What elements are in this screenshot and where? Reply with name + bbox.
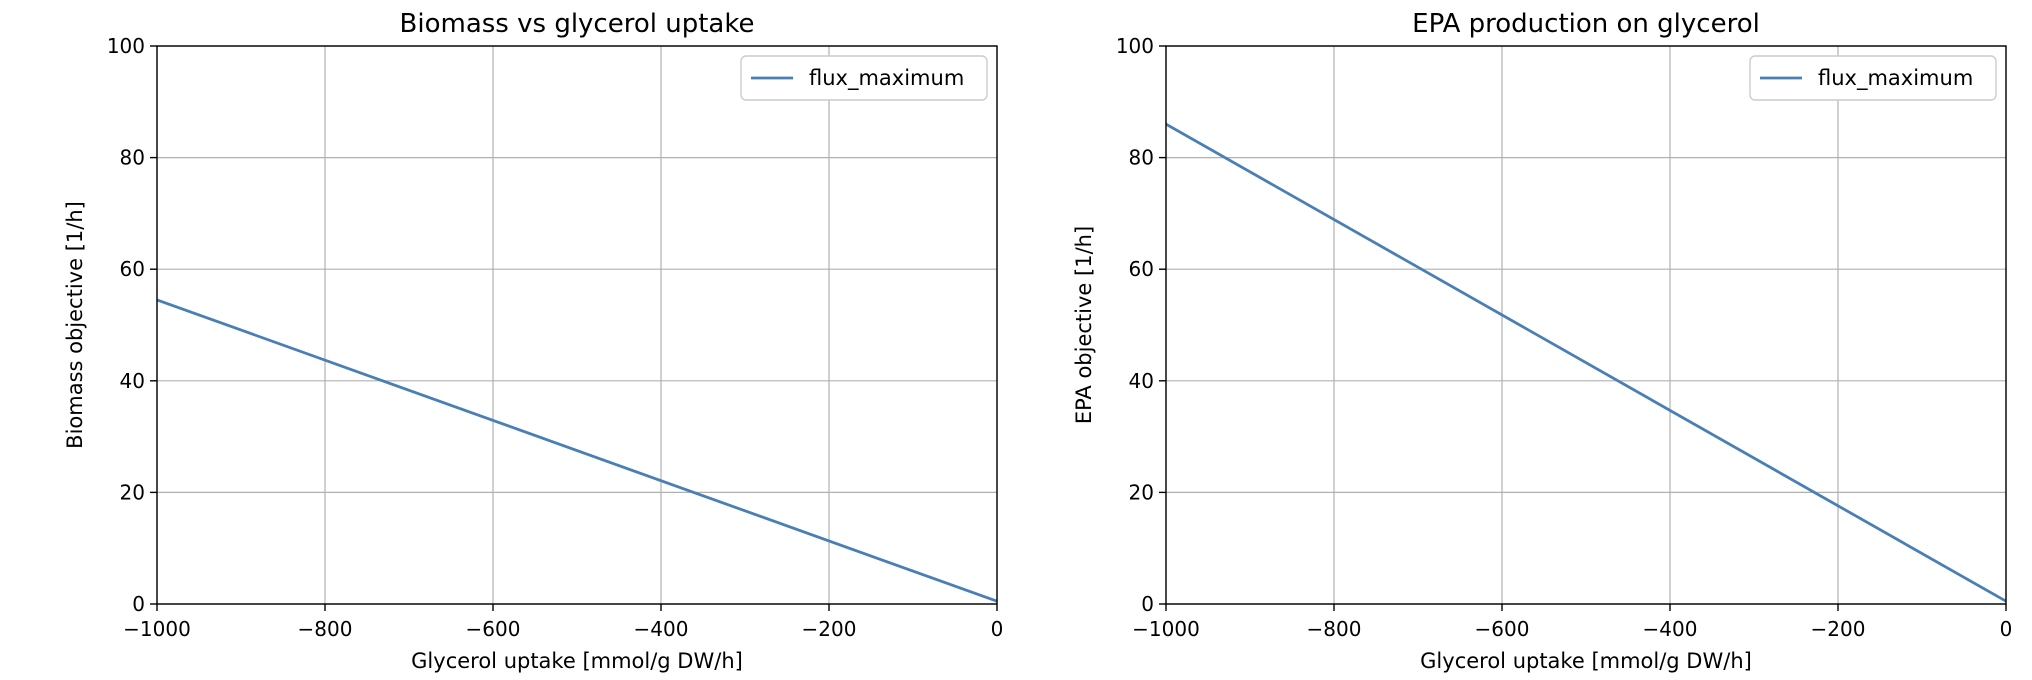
y-tick-label: 0	[1141, 592, 1154, 616]
y-tick-label: 100	[1116, 34, 1154, 58]
legend-label: flux_maximum	[1818, 66, 1973, 91]
panel-epa: −1000 −800 −600 −400 −200 0 0 20 40 60 80 100 EPA pr…	[1072, 9, 2012, 673]
x-tick-label: −1000	[1132, 617, 1200, 641]
x-axis-label: Glycerol uptake [mmol/g DW/h]	[411, 649, 743, 673]
x-axis-label: Glycerol uptake [mmol/g DW/h]	[1420, 649, 1752, 673]
x-tick-label: −1000	[123, 617, 191, 641]
x-tick-label: 0	[2000, 617, 2013, 641]
axes-frame	[156, 45, 998, 605]
y-tick-label: 20	[1129, 480, 1154, 504]
y-tick-label: 80	[120, 146, 145, 170]
x-tick-label: −800	[298, 617, 353, 641]
legend-box	[1749, 55, 1997, 101]
legend: flux_maximum	[1749, 55, 1997, 101]
y-tick-label: 20	[120, 480, 145, 504]
legend-box	[740, 55, 988, 101]
chart-title: Biomass vs glycerol uptake	[400, 9, 755, 39]
y-tick-label: 60	[1129, 257, 1154, 281]
y-tick-label: 40	[1129, 369, 1154, 393]
series-line-flux_maximum	[156, 298, 998, 603]
y-axis-label: Biomass objective [1/h]	[63, 201, 87, 449]
series-line-flux_maximum	[1165, 122, 2007, 603]
axes-frame	[1165, 45, 2007, 605]
x-tick-label: 0	[991, 617, 1004, 641]
x-tick-label: −600	[1475, 617, 1530, 641]
y-tick-label: 80	[1129, 146, 1154, 170]
legend-label: flux_maximum	[809, 66, 964, 91]
x-tick-label: −600	[466, 617, 521, 641]
x-tick-label: −800	[1307, 617, 1362, 641]
y-tick-label: 100	[107, 34, 145, 58]
y-axis-label: EPA objective [1/h]	[1072, 226, 1096, 424]
chart-title: EPA production on glycerol	[1412, 9, 1760, 39]
y-tick-label: 60	[120, 257, 145, 281]
x-tick-label: −400	[634, 617, 689, 641]
panel-biomass: −1000 −800 −600 −400 −200 0 0 20 40 60 80 100 Biomas…	[63, 9, 1003, 673]
x-tick-label: −400	[1643, 617, 1698, 641]
y-tick-label: 0	[132, 592, 145, 616]
x-tick-label: −200	[1811, 617, 1866, 641]
x-tick-label: −200	[802, 617, 857, 641]
y-tick-label: 40	[120, 369, 145, 393]
legend: flux_maximum	[740, 55, 988, 101]
